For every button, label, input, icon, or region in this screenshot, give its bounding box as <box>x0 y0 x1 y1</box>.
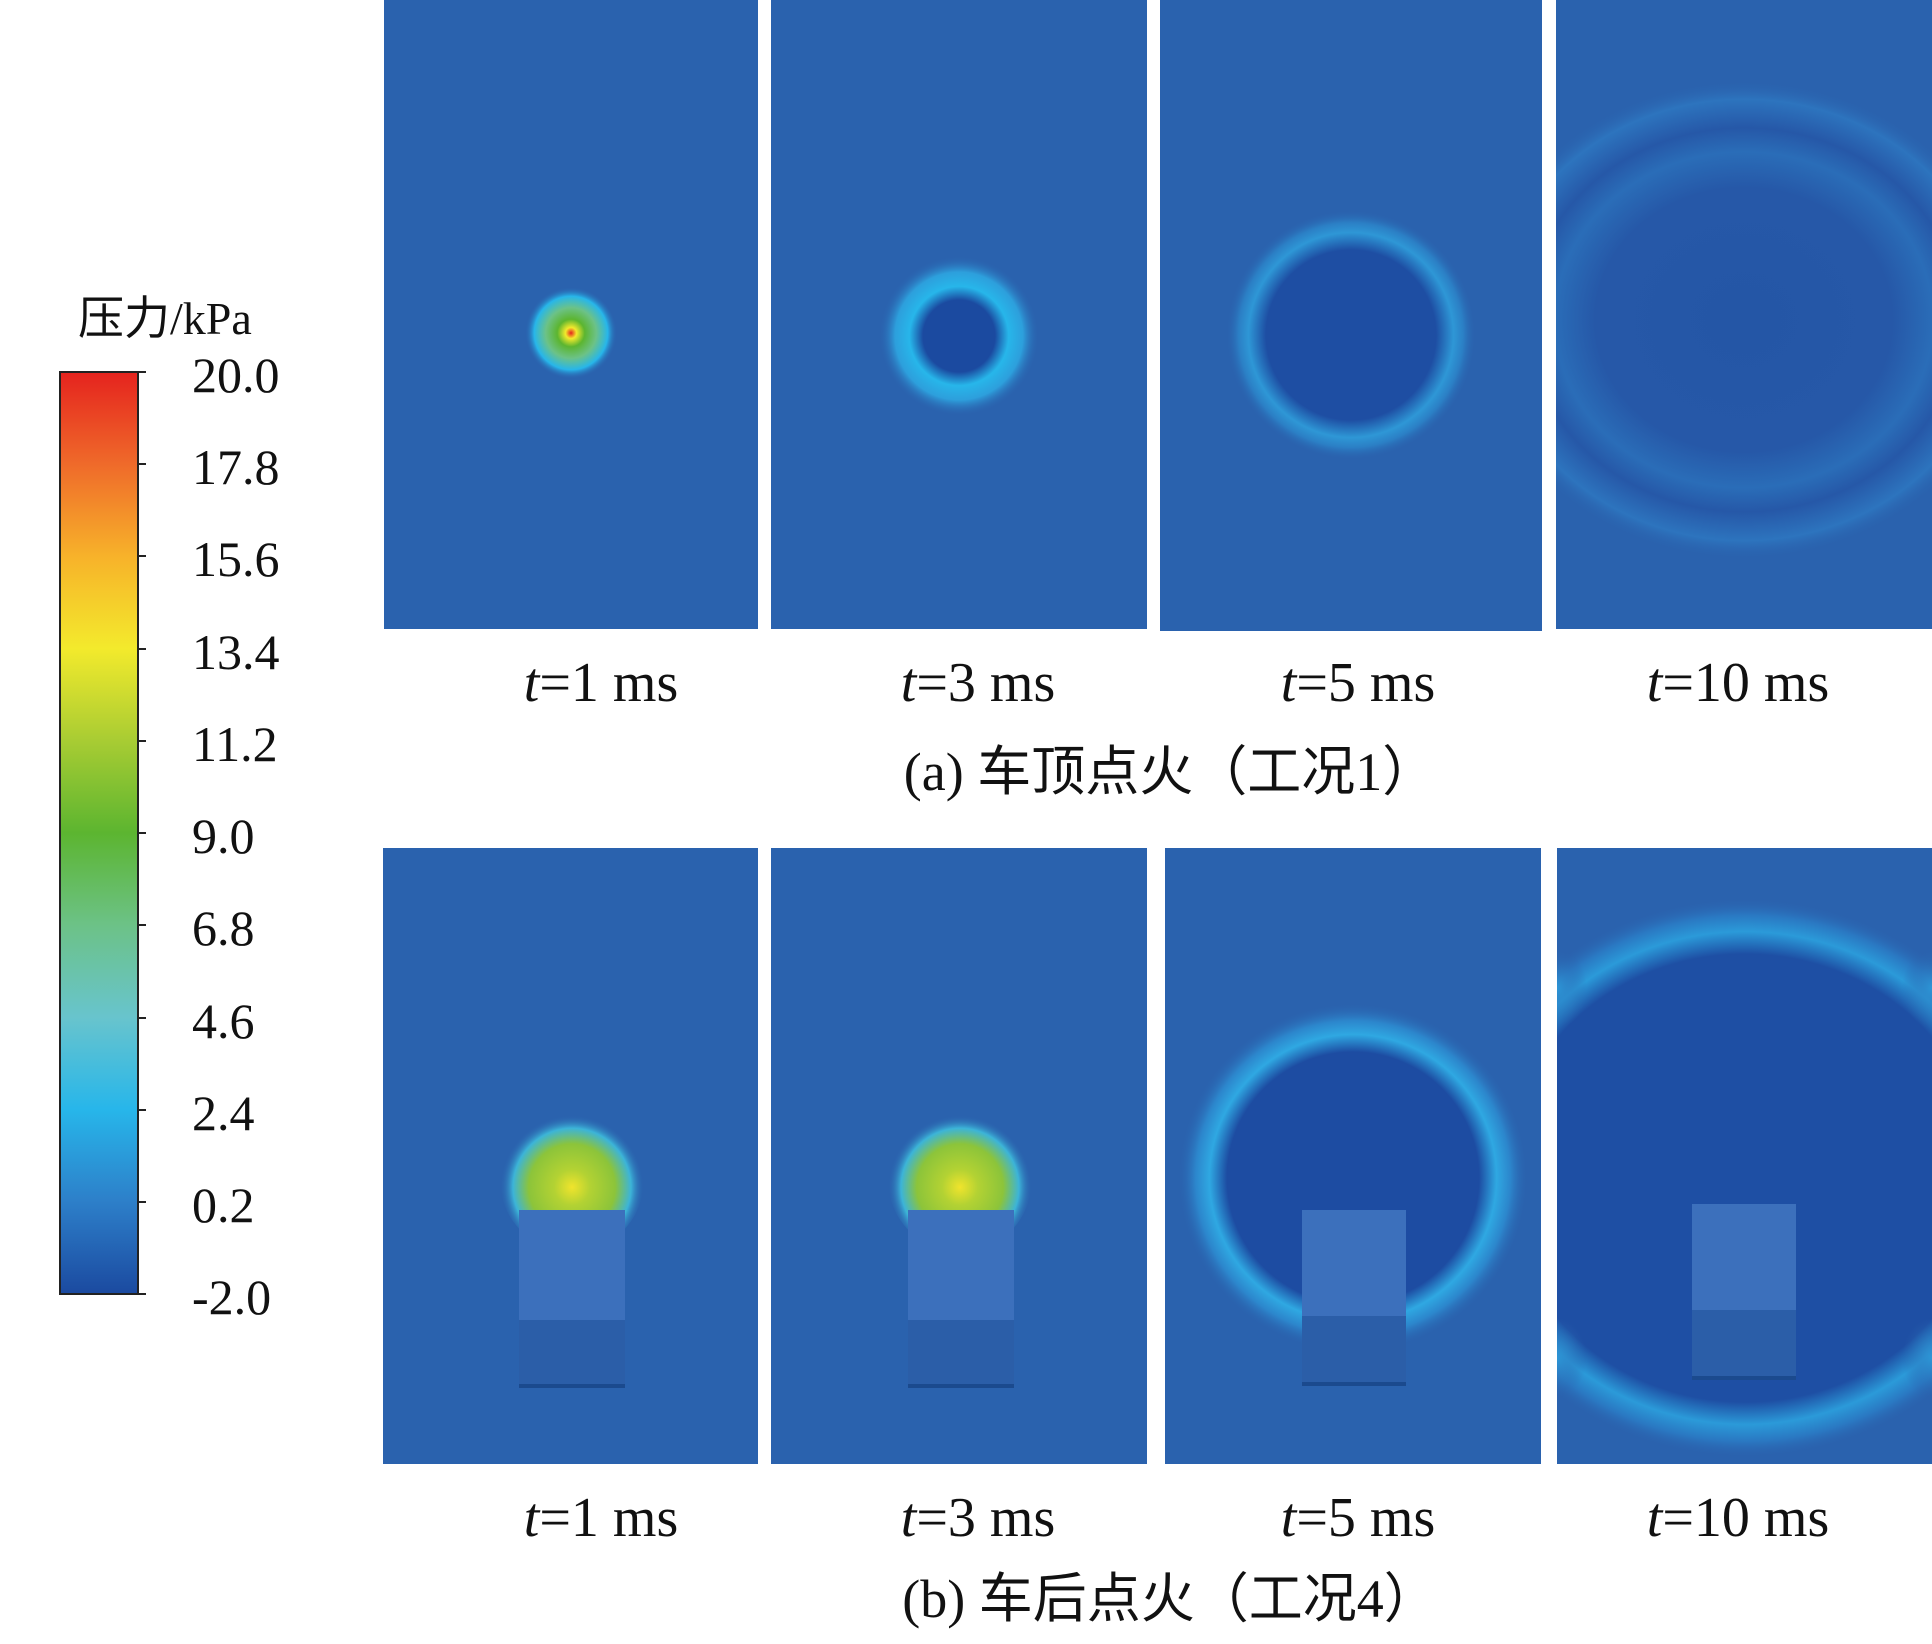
vehicle-body <box>908 1320 1014 1386</box>
colorbar-title: 压力/kPa <box>78 293 252 344</box>
time-label: t=10 ms <box>1646 652 1830 714</box>
contour-panel-a-1ms <box>384 0 758 629</box>
colorbar-tick-label: 17.8 <box>192 439 280 495</box>
vehicle-body <box>519 1320 625 1386</box>
time-label: t=5 ms <box>1280 1487 1436 1549</box>
reflection-spot <box>1557 948 1587 1028</box>
colorbar-legend: 压力/kPa 20.0 17.8 15.6 13.4 11.2 9.0 6.8 … <box>0 0 330 1644</box>
pressure-blob <box>525 287 617 379</box>
subfigure-caption: (a) 车顶点火（工况1） <box>903 742 1437 802</box>
vehicle-base <box>519 1384 625 1388</box>
time-label: t=5 ms <box>1280 652 1436 714</box>
colorbar-tick-label: 11.2 <box>192 716 278 772</box>
vehicle-body <box>1692 1310 1796 1378</box>
time-label: t=1 ms <box>523 652 679 714</box>
contour-panel-a-10ms <box>1556 0 1932 629</box>
vehicle-base <box>1692 1376 1796 1380</box>
colorbar-tick-label: 13.4 <box>192 624 280 680</box>
reflection-spot <box>1557 1318 1587 1398</box>
pressure-ring <box>1178 1003 1528 1353</box>
colorbar-tick-label: 2.4 <box>192 1085 255 1141</box>
pressure-ring <box>1556 80 1932 560</box>
colorbar <box>59 371 139 1295</box>
colorbar-tick-marks <box>138 371 146 1295</box>
colorbar-tick-label: -2.0 <box>192 1269 272 1325</box>
vehicle-body <box>1302 1316 1406 1384</box>
colorbar-tick-label: 0.2 <box>192 1177 255 1233</box>
vehicle-body <box>1302 1210 1406 1316</box>
colorbar-tick-label: 6.8 <box>192 900 255 956</box>
colorbar-tick-label: 20.0 <box>192 347 280 403</box>
time-label: t=1 ms <box>523 1487 679 1549</box>
vehicle-base <box>1302 1382 1406 1386</box>
time-label: t=3 ms <box>900 652 1056 714</box>
time-label: t=3 ms <box>900 1487 1056 1549</box>
colorbar-tick-label: 9.0 <box>192 808 255 864</box>
pressure-ring <box>879 256 1039 416</box>
vehicle-body <box>908 1210 1014 1320</box>
colorbar-tick-label: 15.6 <box>192 531 280 587</box>
reflection-spot <box>1902 1318 1932 1398</box>
time-label: t=10 ms <box>1646 1487 1830 1549</box>
contour-panel-b-5ms <box>1165 848 1541 1464</box>
contour-panel-b-1ms <box>383 848 758 1464</box>
pressure-ring <box>1557 898 1932 1458</box>
reflection-spot <box>1902 948 1932 1028</box>
vehicle-base <box>908 1384 1014 1388</box>
pressure-ring <box>1226 210 1476 460</box>
contour-panel-a-3ms <box>771 0 1147 629</box>
vehicle-body <box>519 1210 625 1320</box>
subfigure-caption: (b) 车后点火（工况4） <box>902 1569 1438 1629</box>
colorbar-tick-label: 4.6 <box>192 993 255 1049</box>
vehicle-body <box>1692 1204 1796 1310</box>
contour-panel-b-3ms <box>771 848 1147 1464</box>
contour-panel-a-5ms <box>1160 0 1542 631</box>
colorbar-graphic <box>59 371 146 1295</box>
contour-panel-b-10ms <box>1557 848 1932 1464</box>
